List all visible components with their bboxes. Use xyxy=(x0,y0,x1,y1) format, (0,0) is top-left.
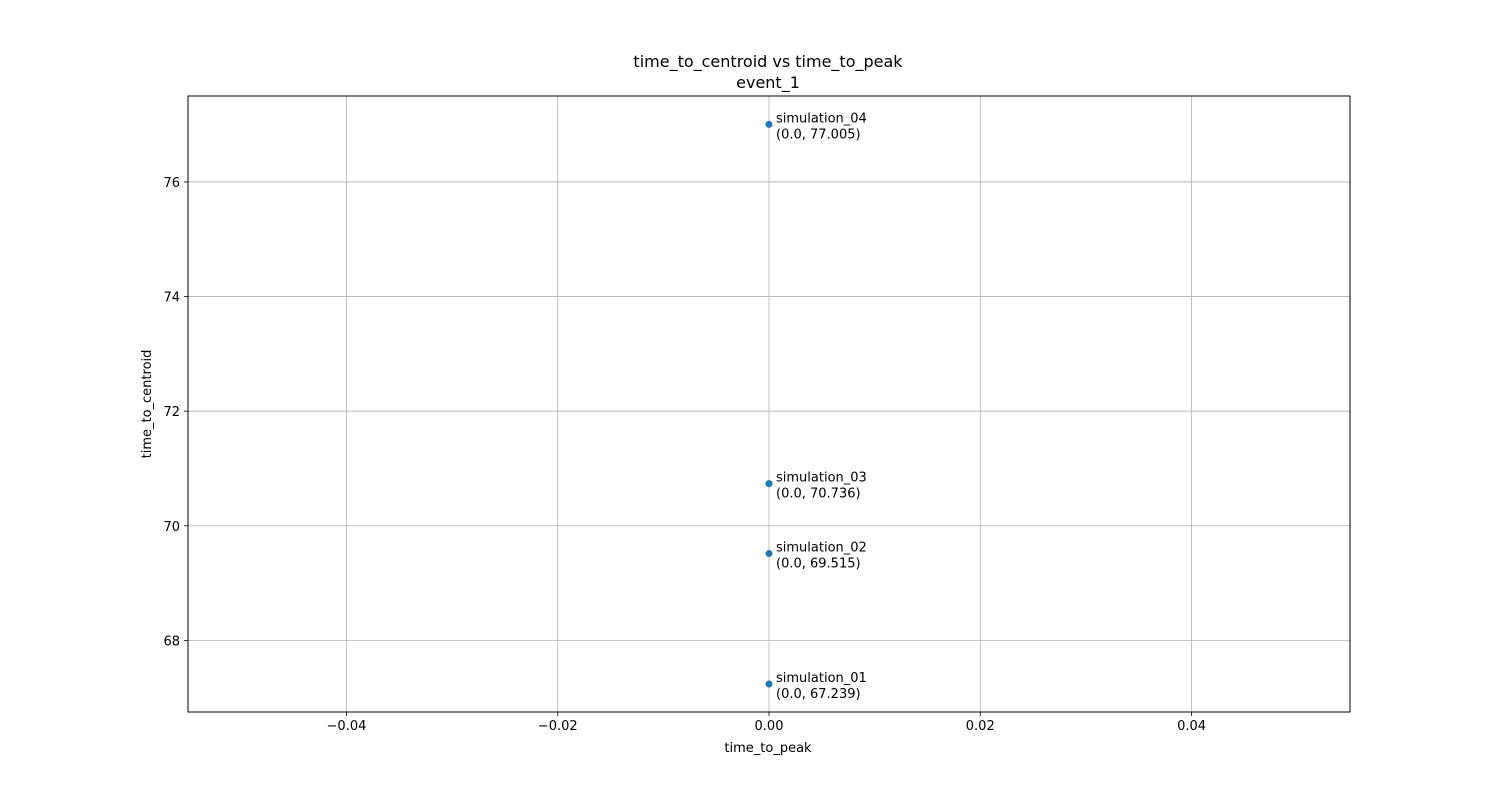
y-axis-label: time_to_centroid xyxy=(140,350,155,459)
data-point-marker xyxy=(765,550,773,558)
plot-area-frame xyxy=(187,95,1351,713)
y-tick-label: 72 xyxy=(163,405,180,420)
grid-lines xyxy=(188,96,1350,712)
data-point-coordinate-label: (0.0, 69.515) xyxy=(776,557,861,572)
y-tick-label: 68 xyxy=(163,634,180,649)
x-tick-label: −0.02 xyxy=(538,719,578,734)
x-tick-label: 0.04 xyxy=(1177,719,1206,734)
data-point-name-label: simulation_01 xyxy=(776,671,867,686)
data-point-marker xyxy=(765,480,773,488)
axis-ticks: −0.04 −0.02 0.00 0.02 0.04 68 70 72 74 76 xyxy=(163,176,1206,734)
y-tick-label: 74 xyxy=(163,291,180,306)
data-point-coordinate-label: (0.0, 77.005) xyxy=(776,127,861,142)
data-points: simulation_04(0.0, 77.005)simulation_03(… xyxy=(765,111,867,702)
data-point-marker xyxy=(765,680,773,688)
chart-title: time_to_centroid vs time_to_peak xyxy=(633,52,903,72)
x-tick-label: 0.02 xyxy=(966,719,995,734)
data-point-name-label: simulation_03 xyxy=(776,471,867,486)
y-tick-label: 70 xyxy=(163,520,180,535)
data-point-coordinate-label: (0.0, 67.239) xyxy=(776,687,861,702)
y-tick-label: 76 xyxy=(163,176,180,191)
x-tick-label: −0.04 xyxy=(327,719,367,734)
data-point-name-label: simulation_02 xyxy=(776,541,867,556)
data-point-name-label: simulation_04 xyxy=(776,111,867,126)
x-tick-label: 0.00 xyxy=(755,719,784,734)
data-point-marker xyxy=(765,120,773,128)
x-axis-label: time_to_peak xyxy=(724,741,812,756)
data-point-coordinate-label: (0.0, 70.736) xyxy=(776,487,861,502)
chart-subtitle: event_1 xyxy=(736,73,800,93)
